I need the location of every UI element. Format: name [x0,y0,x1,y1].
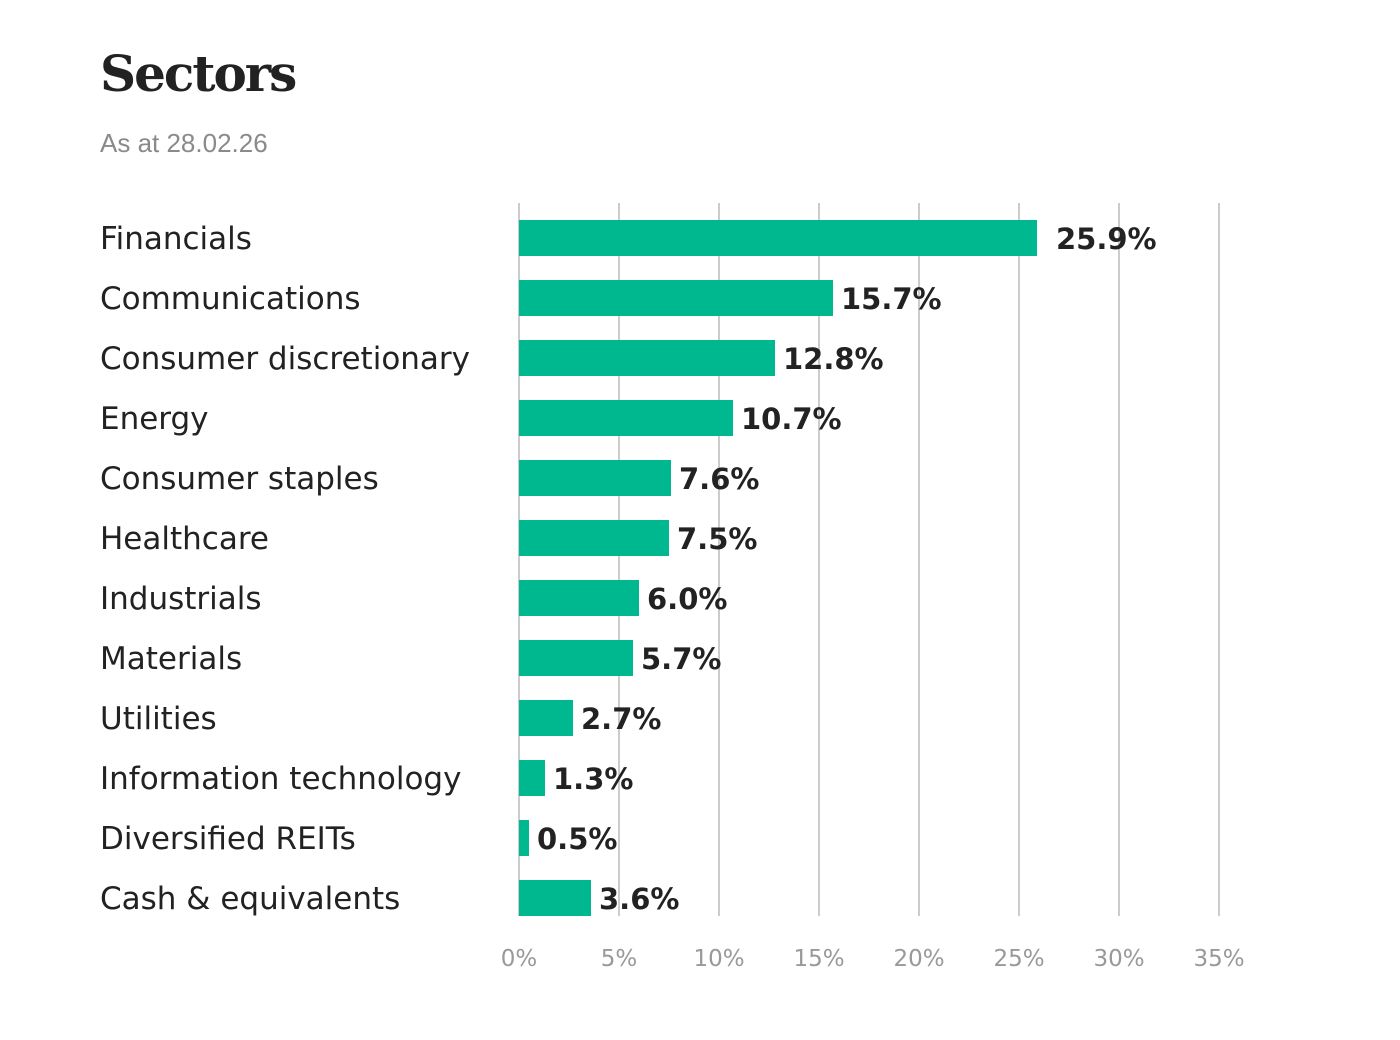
value-label: 2.7% [581,702,661,736]
x-tick-label: 25% [993,946,1044,972]
category-label: Information technology [100,761,461,797]
x-tick-label: 15% [793,946,844,972]
value-label: 1.3% [553,762,633,796]
bar [519,700,573,736]
x-tick-label: 20% [893,946,944,972]
value-label: 6.0% [647,582,727,616]
category-label: Cash & equivalents [100,881,400,917]
chart-title: Sectors [100,44,297,103]
bar [519,760,545,796]
category-label: Financials [100,221,252,257]
value-label: 0.5% [537,822,617,856]
bar [519,820,529,856]
category-label: Healthcare [100,521,269,557]
category-label: Industrials [100,581,262,617]
bar [519,580,639,616]
category-label: Communications [100,281,361,317]
bar [519,520,669,556]
category-label: Consumer discretionary [100,341,470,377]
bar [519,880,591,916]
value-label: 7.5% [677,522,757,556]
value-label: 25.9% [1056,222,1157,256]
bar [519,220,1037,256]
category-label: Consumer staples [100,461,379,497]
value-label: 3.6% [599,882,679,916]
bar [519,340,775,376]
bar [519,280,833,316]
value-label: 7.6% [679,462,759,496]
category-label: Utilities [100,701,217,737]
category-label: Diversified REITs [100,821,356,857]
value-label: 12.8% [783,342,884,376]
chart-subtitle: As at 28.02.26 [100,128,268,158]
x-tick-label: 35% [1193,946,1244,972]
x-tick-label: 0% [501,946,538,972]
bar [519,460,671,496]
x-tick-label: 30% [1093,946,1144,972]
value-label: 5.7% [641,642,721,676]
category-label: Materials [100,641,242,677]
x-tick-label: 10% [693,946,744,972]
value-label: 15.7% [841,282,942,316]
value-label: 10.7% [741,402,842,436]
category-label: Energy [100,401,209,437]
bar [519,400,733,436]
bar [519,640,633,676]
x-tick-label: 5% [601,946,638,972]
